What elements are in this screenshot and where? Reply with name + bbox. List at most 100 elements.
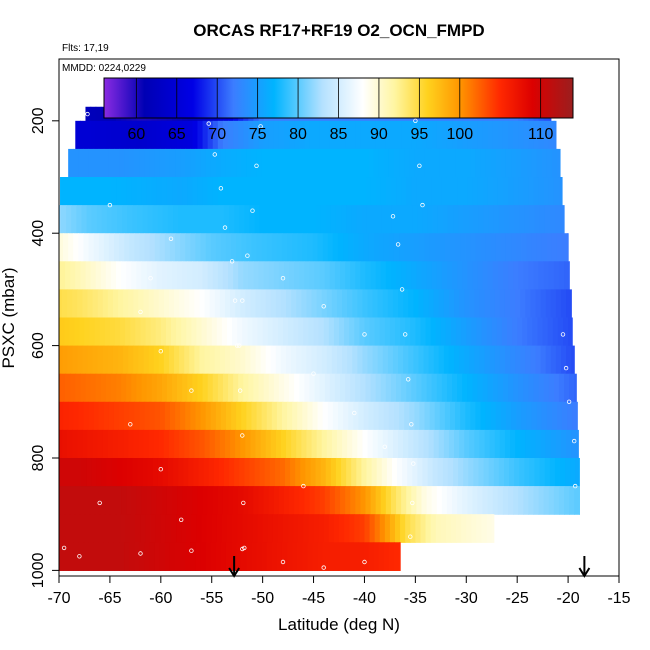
heat-cell: [434, 148, 441, 178]
heat-cell: [559, 457, 566, 487]
heat-cell: [538, 486, 545, 515]
heat-cell: [284, 177, 290, 206]
heat-cell: [363, 148, 370, 178]
heat-cell: [419, 233, 426, 262]
heat-cell: [307, 148, 314, 178]
heat-cell: [496, 317, 503, 347]
heat-cell: [467, 120, 473, 150]
colorbar-tick-label: 65: [168, 126, 186, 143]
heat-cell: [431, 486, 438, 515]
heat-cell: [422, 205, 429, 234]
heat-cell: [311, 345, 318, 375]
heat-cell: [277, 317, 284, 347]
heat-cell: [403, 289, 409, 319]
heat-cell: [86, 205, 93, 234]
heat-cell: [299, 120, 305, 150]
heat-cell: [554, 457, 561, 487]
heat-cell: [148, 345, 155, 375]
x-tick-label: -15: [607, 590, 630, 607]
heat-cell: [222, 373, 229, 403]
heat-cell: [90, 106, 97, 122]
heat-cell: [107, 429, 114, 459]
heat-cell: [220, 148, 227, 178]
heat-cell: [346, 205, 352, 234]
heat-cell: [439, 401, 446, 431]
heat-cell: [248, 373, 255, 403]
heat-cell: [309, 373, 316, 403]
heat-cell: [264, 457, 271, 487]
heat-cell: [161, 373, 168, 403]
heat-cell: [384, 514, 391, 543]
heat-cell: [472, 261, 479, 290]
heat-cell: [184, 429, 190, 459]
heat-cell: [77, 429, 84, 459]
heat-cell: [521, 401, 527, 431]
heat-cell: [98, 233, 105, 262]
heat-cell: [345, 373, 351, 403]
heat-cell: [378, 148, 385, 178]
heat-cell: [331, 345, 338, 375]
heat-cell: [284, 120, 290, 150]
heat-cell: [428, 289, 435, 319]
heat-cell: [141, 486, 148, 515]
heat-cell: [199, 289, 206, 319]
heat-cell: [333, 317, 340, 347]
heat-cell: [343, 233, 349, 262]
heat-cell: [236, 542, 242, 571]
heat-cell: [233, 373, 239, 403]
heat-cell: [162, 457, 169, 487]
heat-cell: [68, 401, 74, 431]
heat-cell: [329, 373, 336, 403]
heat-cell: [556, 233, 563, 262]
heat-cell: [342, 345, 348, 375]
heat-cell: [472, 120, 479, 150]
heat-cell: [267, 514, 274, 543]
heat-cell: [497, 373, 504, 403]
heat-cell: [441, 261, 448, 290]
heat-cell: [119, 233, 125, 262]
heat-cell: [540, 289, 547, 319]
heat-cell: [221, 514, 228, 543]
heat-cell: [385, 373, 392, 403]
heat-cell: [141, 373, 148, 403]
heat-cell: [298, 317, 304, 347]
track-point: [362, 332, 367, 337]
heat-cell: [151, 486, 158, 515]
heat-cell: [39, 514, 45, 543]
heat-cell: [558, 177, 563, 206]
heat-cell: [414, 401, 421, 431]
x-tick-label: -30: [455, 590, 478, 607]
heat-cell: [446, 486, 453, 515]
x-axis: -70 -65 -60 -55 -50 -45 -40 -35 -30 -25 -20 -15: [47, 576, 631, 607]
heat-cell: [243, 177, 249, 206]
heat-cell: [471, 514, 478, 543]
heat-cell: [211, 317, 218, 347]
heat-cell: [470, 148, 477, 178]
heat-cell: [560, 289, 567, 319]
heat-cell: [304, 373, 311, 403]
heat-cell: [368, 148, 375, 178]
heat-cell: [263, 120, 270, 150]
heat-cell: [417, 457, 424, 487]
heat-cell: [498, 457, 505, 487]
heat-cell: [117, 205, 123, 234]
heat-cell: [576, 429, 579, 459]
heat-cell: [184, 345, 190, 375]
heat-cell: [529, 205, 536, 234]
heat-cell: [427, 205, 434, 234]
heat-cell: [361, 205, 368, 234]
heat-cell: [43, 402, 49, 431]
heat-cell: [508, 120, 514, 150]
heat-cell: [100, 486, 107, 515]
heat-cell: [553, 486, 560, 515]
heat-cell: [548, 177, 555, 206]
heat-cell: [489, 345, 496, 375]
heat-cell: [291, 429, 297, 459]
heat-cell: [80, 120, 87, 150]
heat-cell: [106, 457, 113, 487]
heat-cell: [511, 148, 517, 178]
heat-cell: [355, 373, 361, 403]
heat-cell: [34, 514, 40, 543]
heat-cell: [74, 514, 80, 543]
heat-cell: [328, 514, 335, 543]
